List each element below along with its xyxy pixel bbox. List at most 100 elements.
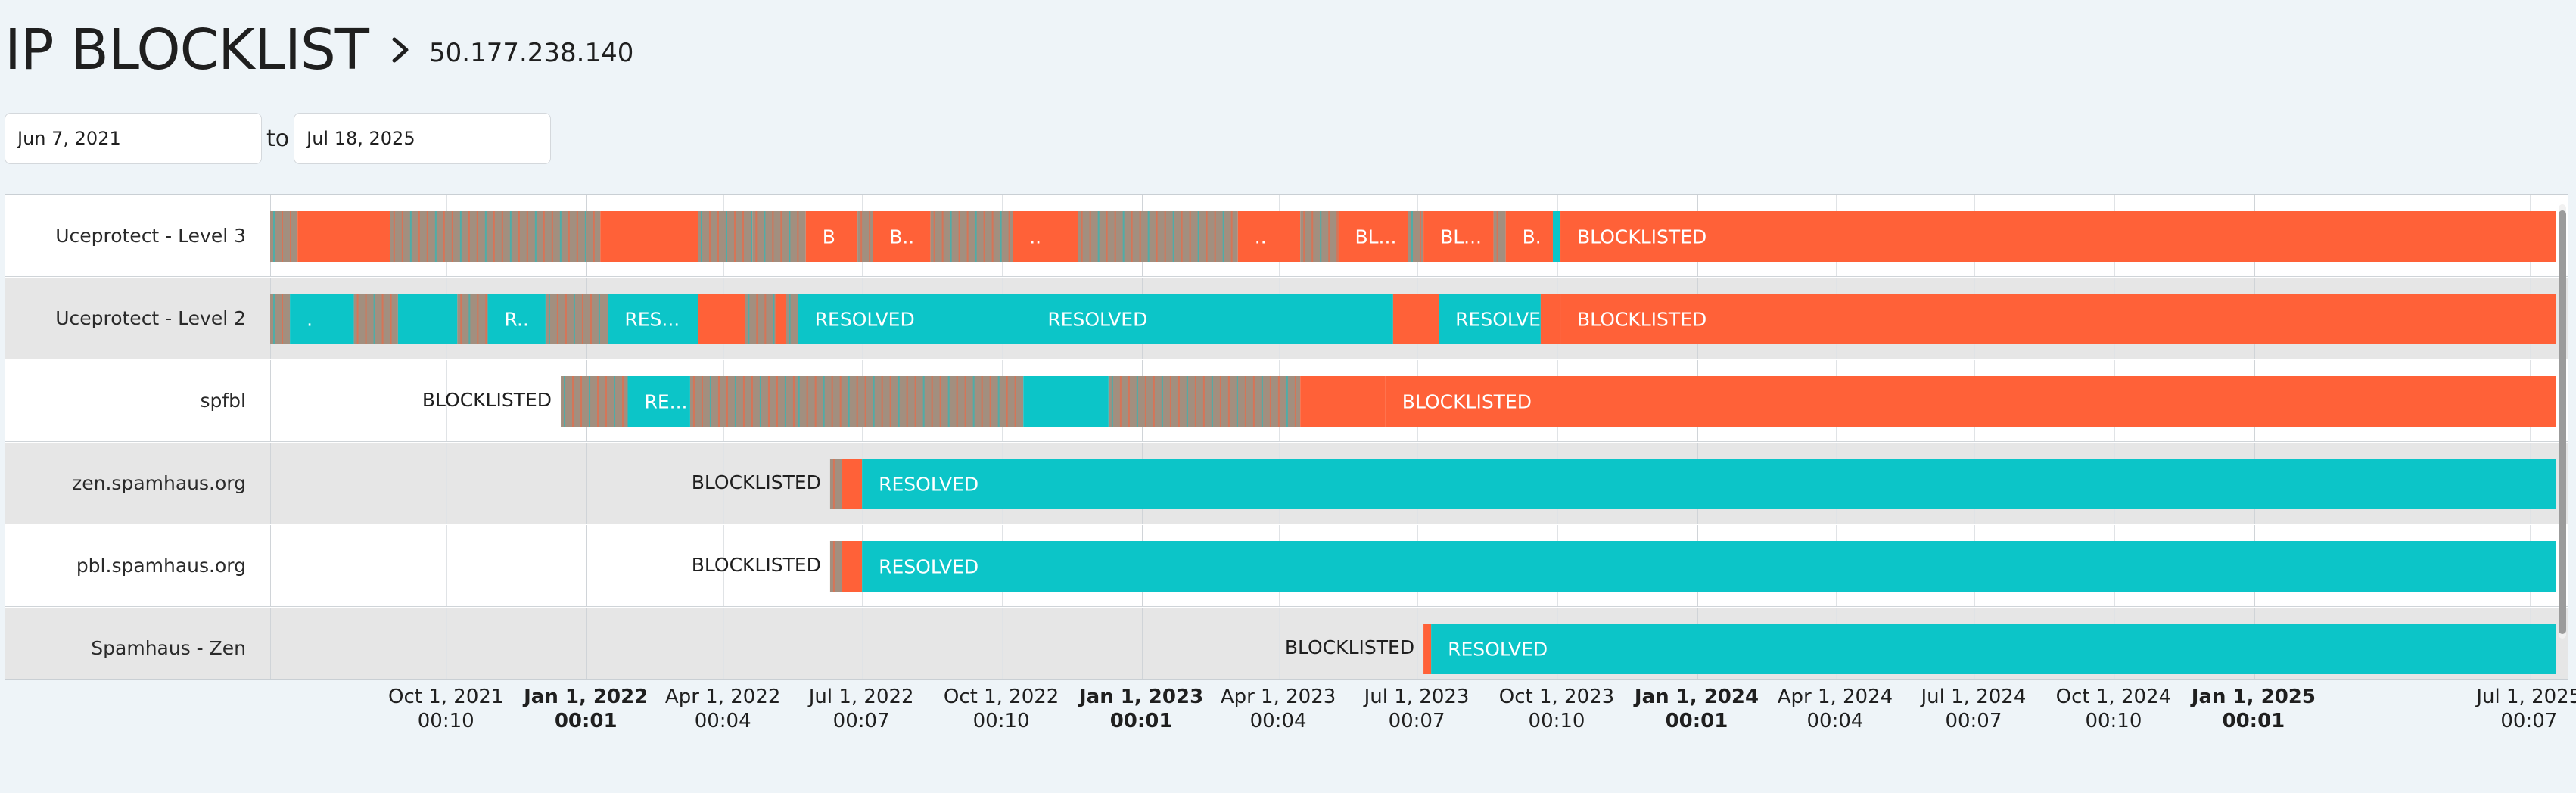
- segment-mixed[interactable]: [270, 211, 298, 262]
- segment-blocklisted[interactable]: [842, 459, 863, 509]
- segment-blocklisted[interactable]: [1423, 624, 1432, 674]
- segment-resolved[interactable]: [1031, 294, 1393, 344]
- start-date-input[interactable]: [5, 113, 262, 164]
- scrollbar-thumb[interactable]: [2559, 210, 2566, 634]
- segment-blocklisted[interactable]: [297, 211, 390, 262]
- segment-mixed[interactable]: [545, 294, 608, 344]
- date-separator: to: [266, 125, 290, 152]
- segment-stripe: [476, 211, 478, 262]
- segment-blocklisted[interactable]: [1237, 211, 1301, 262]
- segment-mixed[interactable]: [857, 211, 873, 262]
- tick-date: Jan 1, 2023: [1079, 686, 1204, 708]
- segment-stripe: [947, 376, 950, 427]
- grid-line: [446, 360, 448, 441]
- segment-mixed[interactable]: [697, 211, 753, 262]
- segment-stripe: [789, 211, 791, 262]
- segment-mixed[interactable]: [270, 294, 291, 344]
- tick-time: 00:07: [832, 710, 890, 732]
- vertical-scrollbar[interactable]: [2559, 204, 2566, 639]
- row-label: spfbl: [200, 390, 246, 412]
- segment-stripe: [580, 376, 583, 427]
- segment-stripe: [792, 376, 795, 427]
- segment-resolved[interactable]: [862, 541, 2556, 592]
- segment-blocklisted[interactable]: [1392, 294, 1439, 344]
- tick-date: Apr 1, 2024: [1777, 686, 1893, 708]
- segment-mixed[interactable]: [795, 376, 1024, 427]
- segment-blocklisted[interactable]: [1505, 211, 1553, 262]
- segment-stripe: [860, 211, 863, 262]
- segment-stripe: [1252, 376, 1255, 427]
- segment-mixed[interactable]: [1078, 211, 1238, 262]
- segment-stripe: [773, 294, 775, 344]
- segment-blocklisted[interactable]: [697, 294, 745, 344]
- segment-stripe: [1178, 376, 1180, 427]
- segment-stripe: [426, 211, 428, 262]
- segment-resolved[interactable]: [798, 294, 1031, 344]
- segment-mixed[interactable]: [390, 211, 601, 262]
- segment-blocklisted[interactable]: [1540, 294, 1561, 344]
- segment-stripe: [1261, 376, 1263, 427]
- segment-mixed[interactable]: [930, 211, 1013, 262]
- segment-blocklisted[interactable]: [600, 211, 698, 262]
- segment-blocklisted[interactable]: [1013, 211, 1078, 262]
- segment-label: RESOLVED: [1448, 639, 1548, 661]
- end-date-input[interactable]: [294, 113, 552, 164]
- row-label: Uceprotect - Level 2: [55, 307, 246, 329]
- segment-stripe: [1119, 376, 1122, 427]
- segment-resolved[interactable]: [1431, 624, 2556, 674]
- segment-mixed[interactable]: [1408, 211, 1424, 262]
- segment-blocklisted[interactable]: [1423, 211, 1494, 262]
- segment-resolved[interactable]: [487, 294, 546, 344]
- segment-stripe: [597, 376, 599, 427]
- segment-mixed[interactable]: [829, 459, 843, 509]
- segment-mixed[interactable]: [1493, 211, 1506, 262]
- grid-line: [270, 608, 271, 679]
- segment-resolved[interactable]: [1023, 376, 1109, 427]
- segment-blocklisted[interactable]: [1560, 294, 2556, 344]
- segment-mixed[interactable]: [829, 541, 843, 592]
- tick-time: 00:04: [694, 710, 751, 732]
- segment-stripe: [1172, 211, 1174, 262]
- segment-resolved[interactable]: [608, 294, 698, 344]
- segment-resolved[interactable]: [290, 294, 354, 344]
- segment-blocklisted[interactable]: [1300, 376, 1386, 427]
- axis-tick-label: Oct 1, 2022 00:10: [933, 685, 1069, 733]
- segment-resolved[interactable]: [1552, 211, 1561, 262]
- segment-stripe: [789, 294, 791, 344]
- segment-blocklisted[interactable]: [842, 541, 863, 592]
- grid-line: [446, 443, 448, 524]
- segment-stripe: [1244, 376, 1246, 427]
- segment-blocklisted[interactable]: [1385, 376, 2556, 427]
- segment-stripe: [832, 541, 835, 592]
- segment-mixed[interactable]: [752, 211, 806, 262]
- tick-time: 00:10: [2085, 710, 2142, 732]
- segment-mixed[interactable]: [786, 294, 798, 344]
- outside-status-label: BLOCKLISTED: [691, 471, 821, 493]
- segment-stripe: [1122, 211, 1125, 262]
- axis-tick-label: Oct 1, 2021 00:10: [378, 685, 514, 733]
- segment-resolved[interactable]: [862, 459, 2556, 509]
- segment-blocklisted[interactable]: [873, 211, 931, 262]
- segment-mixed[interactable]: [457, 294, 488, 344]
- segment-stripe: [1227, 376, 1230, 427]
- segment-stripe: [726, 376, 728, 427]
- segment-blocklisted[interactable]: [1560, 211, 2556, 262]
- segment-mixed[interactable]: [561, 376, 628, 427]
- segment-label: BLOCKLISTED: [1402, 391, 1532, 413]
- segment-mixed[interactable]: [689, 376, 795, 427]
- segment-blocklisted[interactable]: [775, 294, 786, 344]
- grid-line: [586, 443, 588, 524]
- segment-mixed[interactable]: [1300, 211, 1339, 262]
- tick-date: Jul 1, 2023: [1364, 686, 1470, 708]
- segment-mixed[interactable]: [745, 294, 776, 344]
- segment-resolved[interactable]: [627, 376, 690, 427]
- segment-blocklisted[interactable]: [805, 211, 858, 262]
- segment-stripe: [734, 376, 736, 427]
- segment-blocklisted[interactable]: [1338, 211, 1408, 262]
- segment-resolved[interactable]: [397, 294, 458, 344]
- segment-stripe: [873, 376, 875, 427]
- tick-time: 00:07: [1388, 710, 1445, 732]
- segment-stripe: [622, 376, 624, 427]
- tick-time: 00:01: [1109, 710, 1173, 732]
- segment-resolved[interactable]: [1439, 294, 1541, 344]
